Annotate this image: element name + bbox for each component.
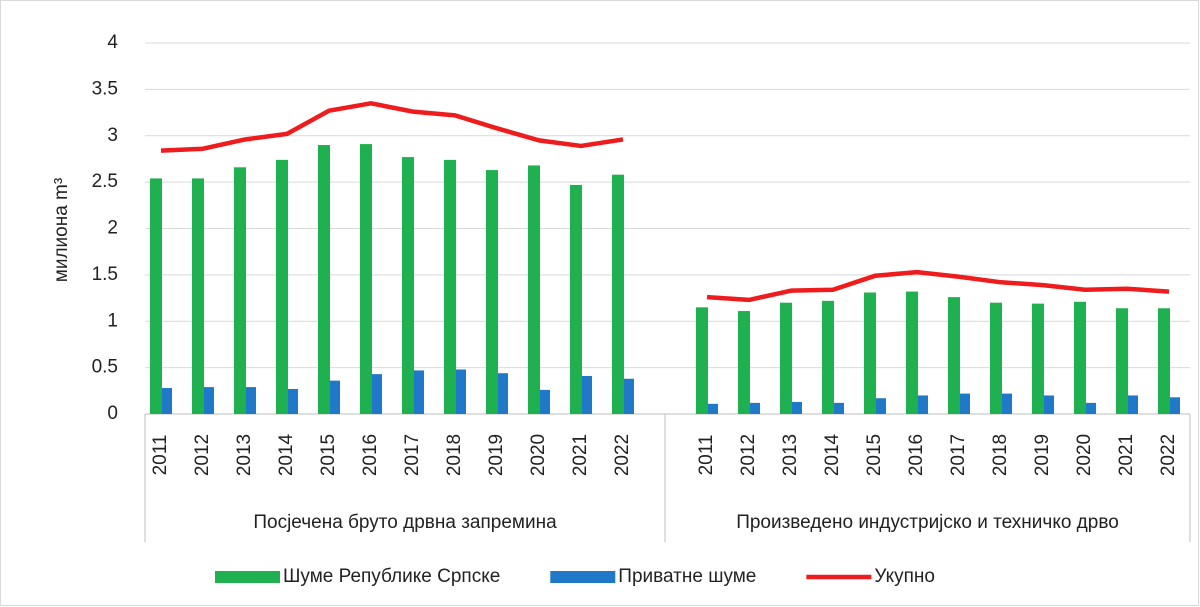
bar xyxy=(750,402,760,414)
x-tick-label: 2011 xyxy=(696,435,717,476)
bar xyxy=(414,370,424,414)
bar xyxy=(834,402,844,414)
bar xyxy=(624,378,634,414)
bar xyxy=(372,374,382,414)
x-tick-label: 2022 xyxy=(1158,434,1179,476)
x-tick-label: 2020 xyxy=(528,434,549,476)
y-tick-label: 4 xyxy=(107,32,118,53)
bar xyxy=(162,388,172,414)
x-tick-label: 2011 xyxy=(150,435,171,476)
y-tick-label: 3 xyxy=(107,125,118,146)
legend-label: Шуме Републике Српске xyxy=(283,566,500,587)
line xyxy=(160,101,1170,303)
y-axis-label: милиона m³ xyxy=(51,178,72,282)
bar xyxy=(360,144,372,414)
y-tick-label: 0.5 xyxy=(92,357,118,378)
legend-label: Укупно xyxy=(874,566,935,587)
x-tick-label: 2022 xyxy=(612,434,633,476)
group-label: Произведено индустријско и техничко дрво xyxy=(736,512,1119,533)
x-tick-label: 2013 xyxy=(234,434,255,476)
bar xyxy=(330,380,340,414)
bar xyxy=(876,398,886,414)
x-tick-label: 2014 xyxy=(276,433,297,476)
legend-swatch xyxy=(550,571,616,583)
bar xyxy=(822,300,834,414)
group-label: Посјечена бруто дрвна запремина xyxy=(253,512,557,533)
bar xyxy=(486,170,498,414)
bar xyxy=(1158,308,1170,414)
bar xyxy=(528,165,540,414)
bar xyxy=(246,387,256,414)
x-tick-label: 2021 xyxy=(1116,434,1137,476)
x-tick-label: 2018 xyxy=(444,434,465,476)
x-tick-label: 2012 xyxy=(192,434,213,476)
bar xyxy=(1128,395,1138,414)
bar xyxy=(1116,308,1128,414)
bar xyxy=(696,307,708,414)
bar xyxy=(1044,395,1054,414)
bar xyxy=(582,375,592,414)
bar xyxy=(1032,303,1044,414)
bar xyxy=(864,292,876,414)
bar xyxy=(708,403,718,414)
bar xyxy=(780,302,792,414)
x-tick-label: 2016 xyxy=(360,434,381,476)
bar xyxy=(276,159,288,414)
bar xyxy=(990,302,1002,414)
y-tick-label: 2 xyxy=(107,218,118,239)
x-tick-label: 2014 xyxy=(822,433,843,476)
bar xyxy=(1002,393,1012,414)
y-tick-label: 1 xyxy=(107,310,118,331)
x-tick-label: 2021 xyxy=(570,434,591,476)
x-tick-label: 2019 xyxy=(1032,434,1053,476)
x-tick-label: 2015 xyxy=(318,434,339,476)
bar xyxy=(738,311,750,414)
legend-label: Приватне шуме xyxy=(618,566,756,587)
x-tick-label: 2016 xyxy=(906,434,927,476)
bar xyxy=(456,369,466,414)
y-tick-label: 1.5 xyxy=(92,264,118,285)
x-tick-label: 2012 xyxy=(738,434,759,476)
bar xyxy=(792,401,802,414)
y-tick-label: 2.5 xyxy=(92,171,118,192)
bar xyxy=(1086,402,1096,414)
y-tick-label: 3.5 xyxy=(92,78,118,99)
y-tick-label: 0 xyxy=(107,403,118,424)
x-tick-label: 2017 xyxy=(948,434,969,476)
bar xyxy=(570,184,582,414)
x-tick-label: 2015 xyxy=(864,434,885,476)
bar xyxy=(192,178,204,414)
bar xyxy=(540,389,550,414)
bar xyxy=(150,178,162,414)
x-tick-label: 2013 xyxy=(780,434,801,476)
x-tick-label: 2017 xyxy=(402,434,423,476)
bar xyxy=(1170,397,1180,414)
bar xyxy=(612,174,624,414)
bar xyxy=(918,395,928,414)
bar xyxy=(234,167,246,414)
bar xyxy=(444,159,456,414)
bar xyxy=(288,388,298,414)
bar xyxy=(906,291,918,414)
legend-swatch xyxy=(215,571,280,583)
bar xyxy=(402,157,414,414)
bar xyxy=(204,387,214,414)
x-tick-label: 2019 xyxy=(486,434,507,476)
x-tick-label: 2018 xyxy=(990,434,1011,476)
x-tick-label: 2020 xyxy=(1074,434,1095,476)
bar xyxy=(498,373,508,414)
bar xyxy=(1074,301,1086,414)
bar xyxy=(960,393,970,414)
bar xyxy=(318,145,330,414)
bar xyxy=(948,297,960,414)
